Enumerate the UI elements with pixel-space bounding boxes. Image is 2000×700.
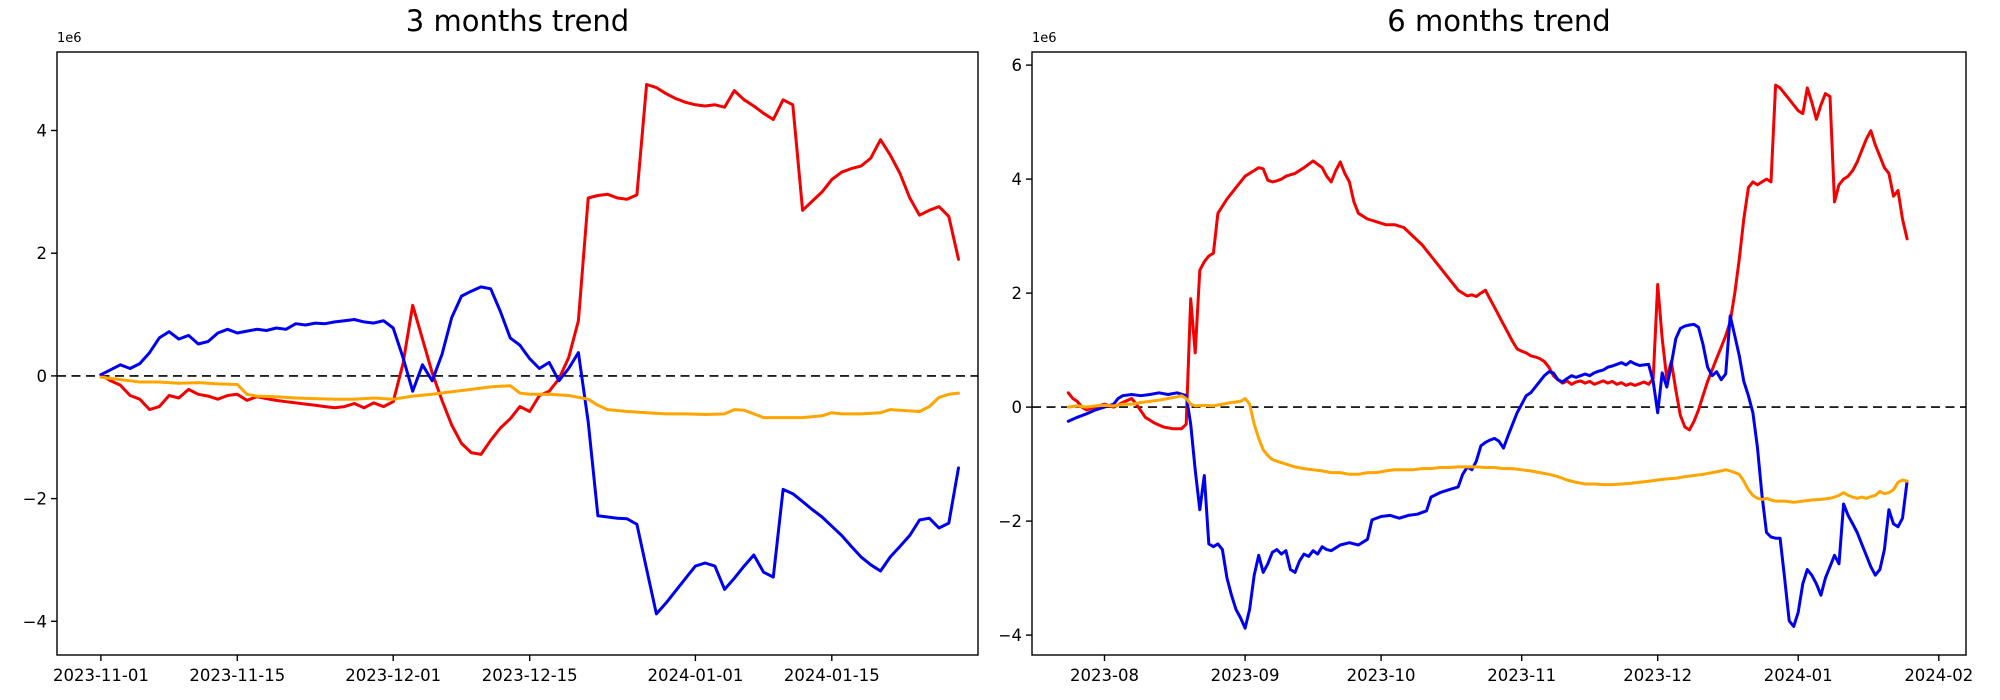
plot-area-6-months: 2023-08 2023-09 2023-10 2023-11 2023-12 2024-… xyxy=(1000,51,1973,685)
x-tick-label: 2023-11-01 xyxy=(53,666,149,685)
y-tick-label: −2 xyxy=(23,490,47,509)
x-tick-label: 2024-01 xyxy=(1764,666,1833,685)
plot-border xyxy=(56,51,979,656)
y-tick-label: 4 xyxy=(1012,170,1023,189)
red-line xyxy=(99,83,960,456)
x-tick-label: 2023-12-01 xyxy=(345,666,441,685)
blue-line xyxy=(99,285,960,616)
y-axis-offset-label: 1e6 xyxy=(57,31,82,46)
y-tick-label: 6 xyxy=(1012,56,1023,75)
orange-line xyxy=(99,375,960,420)
chart-3-months-trend: 2023-11-01 2023-11-15 2023-12-01 2023-12-15… xyxy=(23,4,979,685)
y-tick-label: 4 xyxy=(37,122,48,141)
y-tick-label: 0 xyxy=(37,367,48,386)
x-tick-label: 2023-11 xyxy=(1487,666,1556,685)
chart-6-months-trend: 2023-08 2023-09 2023-10 2023-11 2023-12 2024-… xyxy=(1000,0,2000,700)
x-tick-label: 2023-08 xyxy=(1070,666,1139,685)
plot-area-3-months: 2023-11-01 2023-11-15 2023-12-01 2023-12-15… xyxy=(23,51,979,685)
x-tick-label: 2024-02 xyxy=(1904,666,1973,685)
y-tick-label: 2 xyxy=(37,244,48,263)
x-tick-label: 2023-09 xyxy=(1211,666,1280,685)
x-tick-label: 2024-01-01 xyxy=(647,666,743,685)
x-tick-label: 2024-01-15 xyxy=(784,666,880,685)
x-tick-label: 2023-11-15 xyxy=(189,666,285,685)
plot-border xyxy=(1031,51,1967,656)
y-tick-label: 2 xyxy=(1012,284,1023,303)
orange-line xyxy=(1066,394,1909,504)
chart-title: 3 months trend xyxy=(405,4,630,38)
y-tick-label: 0 xyxy=(1012,398,1023,417)
x-tick-label: 2023-10 xyxy=(1347,666,1416,685)
chart-title: 6 months trend xyxy=(1387,4,1611,38)
y-tick-label: −4 xyxy=(23,612,47,631)
y-tick-label: −2 xyxy=(1000,512,1022,531)
red-line xyxy=(1066,83,1909,432)
x-tick-label: 2023-12-15 xyxy=(482,666,578,685)
y-tick-label: −4 xyxy=(1000,626,1022,645)
blue-line xyxy=(1066,314,1909,630)
y-axis-offset-label: 1e6 xyxy=(1032,31,1057,46)
x-tick-label: 2023-12 xyxy=(1623,666,1692,685)
